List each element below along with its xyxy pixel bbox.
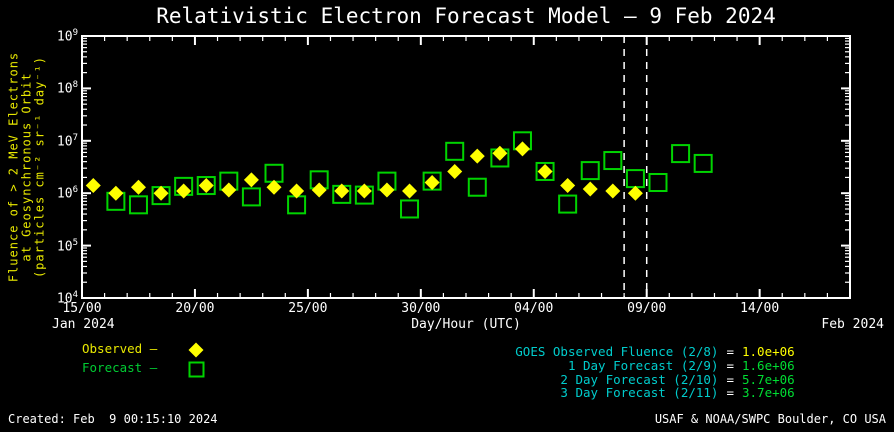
summary-row-observed: GOES Observed Fluence (2/8) = 1.0e+06 [400,345,798,359]
created-timestamp: Created: Feb 9 00:15:10 2024 [8,412,218,426]
x-tick-label: 14/00 [740,301,780,316]
equals-sign: = [726,357,734,373]
summary-label: 1 Day Forecast (2/9) [567,357,719,373]
agency-credit: USAF & NOAA/SWPC Boulder, CO USA [654,412,886,426]
axis-box [81,35,851,299]
y-tick-label: 104 [56,290,78,307]
observed-point [424,175,440,191]
observed-point [469,148,485,164]
forecast-point [241,187,261,207]
x-tick-label: 09/00 [627,301,667,316]
summary-value: 1.6e+06 [742,357,795,373]
forecast-point [400,199,420,219]
observed-point [560,178,576,194]
observed-point [221,182,237,198]
forecast-point [580,161,600,181]
forecast-square-icon [188,361,205,378]
forecast-point [693,153,713,173]
summary-value: 5.7e+06 [742,371,795,387]
x-tick-label: 04/00 [514,301,554,316]
observed-point [176,183,192,199]
x-axis-end-month: Feb 2024 [821,317,884,332]
x-axis-title: Day/Hour (UTC) [411,317,521,332]
bottom-divider [0,432,894,434]
forecast-point [671,144,691,164]
forecast-point [196,176,216,196]
observed-point [85,178,101,194]
legend-forecast-label: Forecast – [82,360,158,375]
observed-point [108,185,124,201]
x-tick-label: 15/00 [62,301,102,316]
x-tick-label: 25/00 [288,301,328,316]
observed-point [402,183,418,199]
observed-point [514,141,530,157]
forecast-point [264,163,284,183]
equals-sign: = [726,344,734,359]
y-tick-label: 107 [56,132,78,150]
forecast-point [603,151,623,171]
y-tick-label: 108 [56,80,78,97]
legend-forecast-row: Forecast – [82,360,242,379]
observed-point [582,181,598,197]
y-tick-label: 105 [56,237,78,254]
observed-point [311,182,327,198]
forecast-point [648,173,668,193]
x-axis-start-month: Jan 2024 [52,317,115,332]
forecast-point [128,195,148,215]
forecast-point [535,161,555,181]
summary-value: 1.0e+06 [742,344,795,359]
y-tick-label: 106 [56,185,78,202]
footer: Created: Feb 9 00:15:10 2024 USAF & NOAA… [8,412,886,426]
observed-point [379,182,395,198]
forecast-point [287,195,307,215]
observed-point [605,183,621,199]
summary-value: 3.7e+06 [742,385,795,401]
legend: Observed – Forecast – [82,341,242,379]
legend-observed-row: Observed – [82,341,242,360]
summary-label: GOES Observed Fluence (2/8) [515,344,719,359]
forecast-summary: GOES Observed Fluence (2/8) = 1.0e+06 1 … [400,345,798,400]
summary-label: 3 Day Forecast (2/11) [560,385,719,401]
equals-sign: = [726,371,734,387]
page-title: Relativistic Electron Forecast Model — 9… [156,4,776,28]
observed-point [130,179,146,195]
x-tick-label: 30/00 [401,301,441,316]
x-tick-label: 20/00 [175,301,215,316]
summary-label: 2 Day Forecast (2/10) [560,371,719,387]
observed-point [266,179,282,195]
observed-point [537,163,553,179]
observed-point [356,183,372,199]
forecast-point [558,194,578,214]
forecast-point [445,141,465,161]
summary-row-2day: 2 Day Forecast (2/10) = 5.7e+06 [400,371,798,387]
observed-point [334,183,350,199]
forecast-point [467,177,487,197]
observed-point [627,185,643,201]
observed-point [492,145,508,161]
observed-point [289,183,305,199]
observed-diamond-icon [188,342,204,358]
equals-sign: = [726,385,734,401]
summary-row-1day: 1 Day Forecast (2/9) = 1.6e+06 [400,357,798,373]
forecast-point [625,169,645,189]
observed-point [198,178,214,194]
legend-observed-label: Observed – [82,341,158,356]
observed-point [447,163,463,179]
y-tick-label: 109 [56,28,78,45]
observed-point [153,185,169,201]
summary-row-3day: 3 Day Forecast (2/11) = 3.7e+06 [400,386,798,400]
observed-point [243,172,259,188]
